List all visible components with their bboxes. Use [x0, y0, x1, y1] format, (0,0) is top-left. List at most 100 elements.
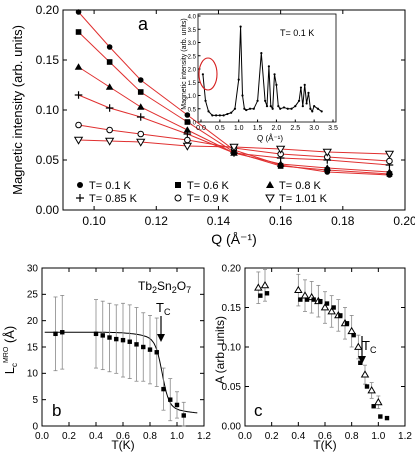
panel-c-point-open: [354, 342, 363, 350]
panel-c-tc-arrowhead: [358, 356, 366, 364]
inset-point: [207, 110, 210, 113]
panel-b-ytick-label: 15: [27, 342, 39, 353]
panel-c-xtick-label: 0.0: [238, 431, 252, 442]
panel-a-point: [136, 103, 145, 110]
panel-c-point-filled: [318, 298, 323, 304]
inset-xtick-label: 0.0: [196, 125, 206, 132]
inset-ytick-label: 0.0: [188, 121, 197, 127]
panel-a-xtick-label: 0.12: [145, 214, 169, 228]
inset-point: [316, 107, 320, 110]
panel-c-point-open: [360, 370, 370, 378]
panel-b-point: [154, 350, 159, 355]
legend-entry: T= 0.9 K: [187, 193, 230, 205]
panel-b-point: [161, 386, 166, 392]
inset-ytick-label: 0.5: [188, 107, 197, 113]
panel-c-xtick-label: 1.2: [398, 431, 412, 442]
panel-a-ytick-label: 0.05: [36, 153, 60, 167]
panel-b-xtick-label: 0.2: [62, 431, 76, 442]
inset-point: [301, 105, 304, 108]
inset-xtick-label: 2.0: [272, 125, 282, 132]
panel-b-xtick-label: 1.0: [170, 431, 184, 442]
inset-point: [286, 107, 289, 110]
panel-c-point-open: [367, 386, 376, 394]
panel-b-xtick-label: 0.0: [35, 431, 49, 442]
panel-a-point: [74, 63, 83, 70]
inset-ytick-label: 1.0: [188, 94, 197, 100]
panel-a-point: [73, 136, 84, 145]
inset-point: [320, 110, 323, 113]
panel-a-point: [74, 91, 83, 99]
panel-c-xtick-label: 0.8: [345, 431, 359, 442]
panel-c-xtick-label: 0.2: [265, 431, 279, 442]
inset-point: [243, 107, 246, 110]
panel-b-tc-label: TC: [156, 300, 171, 317]
inset-point: [277, 105, 280, 108]
legend-marker: [175, 182, 181, 188]
panel-c-point-open: [254, 283, 263, 291]
panel-b-point: [120, 337, 126, 343]
panel-a-xtick-label: 0.16: [269, 214, 293, 228]
panel-b-label: b: [52, 401, 61, 420]
panel-c-xtick-label: 1.0: [371, 431, 385, 442]
panel-a-point: [183, 130, 192, 138]
inset-point: [313, 105, 316, 108]
panel-a-point: [106, 126, 113, 134]
inset-point: [214, 114, 218, 117]
panel-a-point: [183, 126, 192, 133]
panel-a-point: [184, 136, 191, 144]
inset-point: [309, 107, 312, 110]
inset-ytick-label: 3.0: [188, 41, 197, 47]
inset-point: [303, 83, 306, 86]
panel-a-point: [75, 9, 82, 15]
panel-c-point-filled: [304, 297, 310, 302]
legend-entry: T= 1.01 K: [279, 193, 328, 205]
panel-a-point: [136, 113, 145, 121]
inset-point: [290, 107, 293, 110]
panel-b-point: [141, 344, 146, 350]
panel-a-point: [276, 160, 285, 167]
legend-marker: [174, 194, 182, 202]
panel-b-point: [93, 331, 99, 337]
inset-point: [218, 114, 221, 117]
panel-b-point: [53, 331, 58, 337]
panel-c-label: c: [254, 401, 263, 420]
inset-point: [230, 111, 233, 114]
legend-entry: T= 0.8 K: [279, 180, 322, 192]
panel-b-xtick-label: 0.4: [89, 431, 103, 442]
panel-a-point: [137, 89, 144, 95]
panel-c-point-open: [347, 326, 356, 335]
panel-a-point: [105, 104, 114, 112]
inset-ytick-label: 4.0: [188, 15, 197, 21]
inset-point: [267, 65, 270, 68]
inset-point: [275, 83, 278, 86]
panel-a-ytick-label: 0.15: [36, 53, 60, 67]
inset-highlight-ring: [198, 57, 218, 91]
panel-b-ytick-label: 20: [27, 316, 39, 327]
panel-a-fit-curve: [78, 31, 390, 175]
panel-b-point: [127, 339, 132, 344]
panel-a-point: [137, 77, 144, 83]
panel-a-point: [184, 112, 191, 118]
panel-c-point-filled: [298, 297, 303, 302]
inset-point: [226, 112, 229, 116]
panel-c-ytick-label: 0.05: [222, 382, 242, 393]
panel-a-fit-curve: [78, 139, 390, 155]
panel-b-xtick-label: 0.6: [116, 431, 130, 442]
panel-a-ytick-label: 0.10: [36, 103, 60, 117]
inset-point: [299, 86, 303, 89]
panel-c-point-filled: [311, 297, 316, 302]
panel-c-xtick-label: 0.4: [291, 431, 305, 442]
inset-point: [239, 25, 242, 28]
panel-a-point: [137, 130, 145, 138]
inset-xtick-label: 3.5: [328, 125, 338, 132]
panel-a-point: [323, 164, 332, 171]
inset-xtick-label: 1.5: [253, 125, 263, 132]
panel-a-point: [385, 168, 394, 175]
panel-a-point: [106, 44, 113, 50]
inset-point: [252, 107, 255, 110]
panel-a-point: [386, 157, 393, 165]
panel-a-point: [182, 142, 193, 151]
panel-c-point-open: [260, 280, 270, 289]
panel-a-point: [322, 148, 332, 157]
